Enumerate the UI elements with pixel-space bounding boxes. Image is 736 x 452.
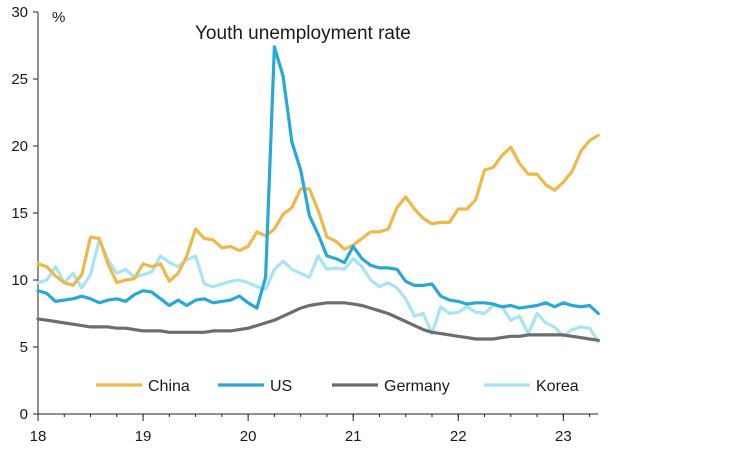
legend: China US Germany Korea	[96, 378, 579, 395]
y-tick-label: 5	[20, 339, 28, 356]
y-axis-unit-label: %	[52, 9, 65, 26]
x-tick-label: 22	[450, 428, 467, 445]
axes: 0 5 10 15 20 25 30 18 19 20 21 22 23	[11, 4, 598, 445]
y-tick-label: 15	[11, 205, 28, 222]
y-tick-label: 0	[20, 406, 28, 423]
y-tick-label: 20	[11, 138, 28, 155]
series-line-us	[36, 45, 600, 316]
legend-label-china: China	[148, 378, 190, 395]
x-tick-label: 20	[240, 428, 257, 445]
series-line-korea	[36, 238, 600, 344]
legend-label-us: US	[270, 378, 292, 395]
x-tick-label: 23	[555, 428, 572, 445]
y-tick-label: 30	[11, 4, 28, 21]
chart-title: Youth unemployment rate	[195, 23, 411, 44]
series-lines	[36, 45, 600, 344]
x-tick-label: 21	[345, 428, 362, 445]
y-tick-label: 25	[11, 71, 28, 88]
series-line-china	[36, 133, 600, 287]
series-line-germany	[36, 301, 600, 342]
y-tick-label: 10	[11, 272, 28, 289]
x-tick-label: 18	[30, 428, 47, 445]
legend-label-germany: Germany	[384, 378, 450, 395]
legend-label-korea: Korea	[536, 378, 579, 395]
x-tick-label: 19	[135, 428, 152, 445]
